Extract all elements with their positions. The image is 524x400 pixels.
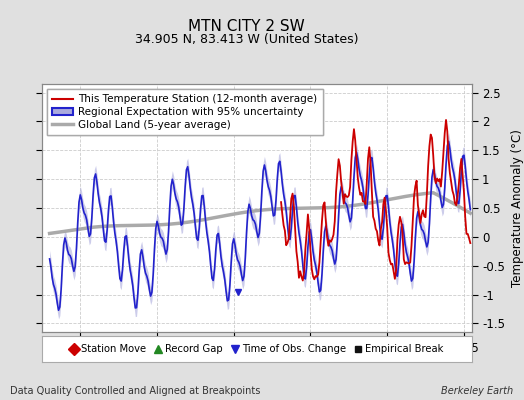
Y-axis label: Temperature Anomaly (°C): Temperature Anomaly (°C) [510, 129, 523, 287]
Text: 34.905 N, 83.413 W (United States): 34.905 N, 83.413 W (United States) [135, 33, 358, 46]
Text: Data Quality Controlled and Aligned at Breakpoints: Data Quality Controlled and Aligned at B… [10, 386, 261, 396]
Legend: This Temperature Station (12-month average), Regional Expectation with 95% uncer: This Temperature Station (12-month avera… [47, 89, 323, 135]
Legend: Station Move, Record Gap, Time of Obs. Change, Empirical Break: Station Move, Record Gap, Time of Obs. C… [67, 341, 446, 357]
Text: MTN CITY 2 SW: MTN CITY 2 SW [188, 19, 304, 34]
Text: Berkeley Earth: Berkeley Earth [441, 386, 514, 396]
